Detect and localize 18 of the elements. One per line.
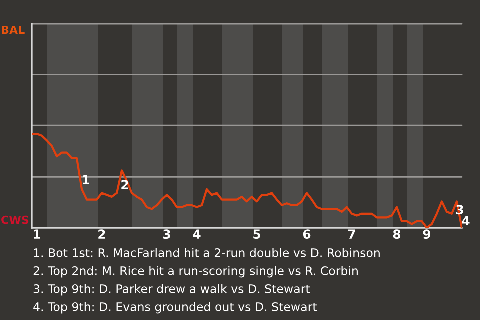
x-tick-label: 4 (193, 230, 201, 239)
text: 2. Top 2nd: M. Rice hit a run-scoring single vs R. Corbin (34, 266, 358, 278)
annotation: 2 (122, 180, 128, 190)
x-tick-label: 9 (423, 230, 431, 240)
x-tick-label: 5 (254, 230, 260, 240)
text: 3. Top 9th: D. Parker drew a walk vs D. Stewart (34, 284, 310, 296)
x-tick-label: 3 (163, 230, 170, 240)
text: 4. Top 9th: D. Evans grounded out vs D. Stewart (34, 302, 318, 314)
x-tick-label: 6 (303, 230, 311, 240)
text: CWS (2, 216, 29, 224)
x-tick-label: 1 (34, 230, 40, 239)
x-tick-label: 2 (98, 230, 106, 239)
x-tick-label: 7 (348, 230, 356, 239)
text: 1. Bot 1st: R. MacFarland hit a 2-run double vs D. Robinson (34, 248, 380, 258)
text: 4 (462, 216, 470, 226)
annotation: 1 (83, 175, 90, 184)
text: BAL (2, 26, 25, 34)
x-tick-label: 8 (393, 230, 401, 240)
